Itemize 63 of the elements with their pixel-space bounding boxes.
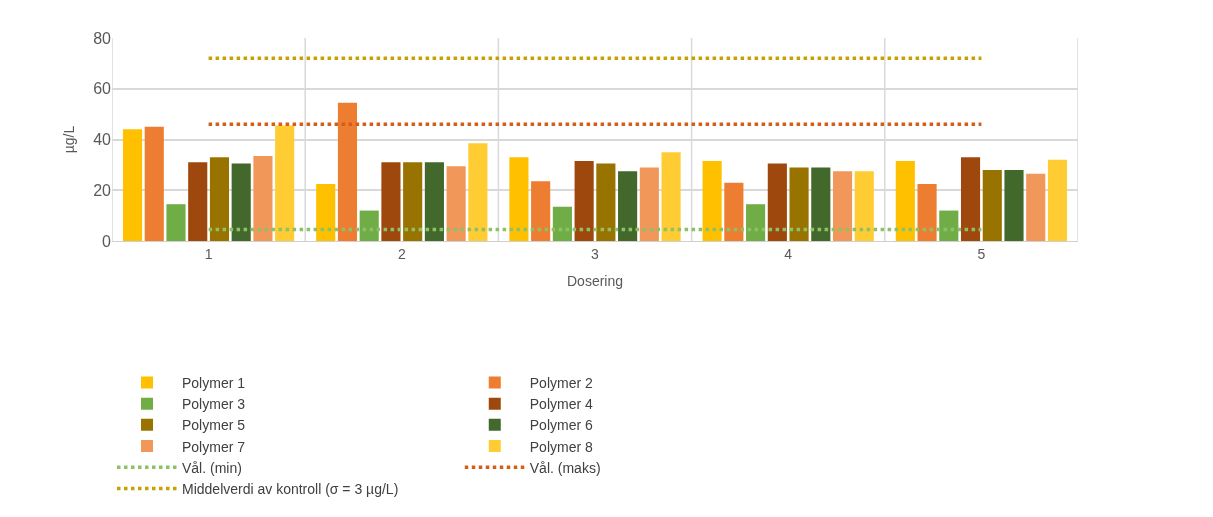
legend-label: Polymer 4 [529,396,593,413]
bar [509,157,529,241]
legend-label: Middelverdi av kontroll (σ = 3 µg/L) [182,480,399,497]
x-tick-label: 2 [397,245,406,262]
bar [403,162,423,241]
bar [895,161,915,241]
bar [381,162,401,241]
bar [939,210,959,241]
bar [854,171,874,241]
legend-label: Polymer 5 [182,417,246,434]
bar [1026,173,1046,241]
bar [789,167,809,241]
bar [316,183,336,241]
x-axis-title: Dosering [566,273,624,290]
bar [231,163,251,241]
bar [446,166,466,241]
y-tick-label: 60 [93,80,112,98]
bar [1004,169,1024,241]
bar [1047,159,1068,241]
bar [337,102,358,241]
bar [574,161,594,241]
legend-label: Vål. (maks) [529,459,601,476]
y-tick-label: 80 [93,29,112,47]
bar [960,157,981,241]
y-tick-label: 40 [93,131,112,149]
bar [639,167,659,241]
bar [702,161,722,241]
legend-label: Polymer 1 [182,374,246,391]
x-tick-label: 4 [784,245,793,262]
legend-label: Polymer 6 [529,417,593,434]
bar [811,167,831,241]
bar [917,183,937,241]
x-tick-label: 5 [977,245,986,262]
bar [552,206,572,241]
bar [531,181,551,241]
bar [253,155,273,241]
bar [618,171,638,241]
bar [661,152,681,241]
bar [144,126,164,241]
bar [122,129,143,241]
y-tick-label: 0 [102,232,112,250]
bar [209,157,230,241]
bar [767,163,787,241]
bar [746,204,766,241]
bar [596,163,616,241]
y-tick-label: 20 [93,181,112,199]
bar [188,162,208,241]
legend-label: Polymer 7 [182,438,246,455]
legend-label: Polymer 3 [182,396,246,413]
x-tick-label: 1 [204,245,213,262]
legend-label: Polymer 2 [529,374,593,391]
bar [724,182,744,241]
bar [424,162,444,241]
x-tick-label: 3 [591,245,600,262]
legend-label: Polymer 8 [529,438,593,455]
bar [359,210,379,241]
bar [982,169,1002,241]
bar [832,171,853,241]
bar [275,125,295,241]
bar [468,143,488,241]
y-axis-title: µg/L [60,125,77,154]
legend-label: Vål. (min) [182,459,242,476]
bar [166,204,186,241]
